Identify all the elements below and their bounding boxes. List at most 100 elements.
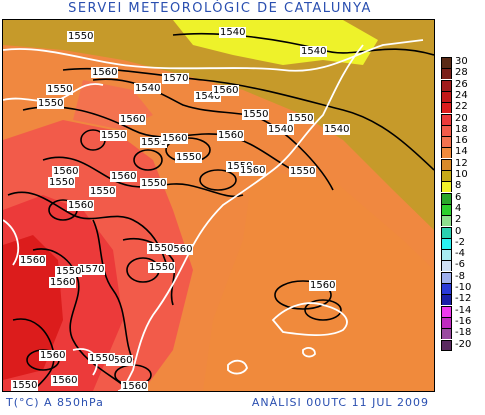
legend-label: -10	[455, 282, 472, 293]
legend-label: 28	[455, 67, 468, 79]
contour-label: 1550	[100, 130, 128, 141]
legend-label: -8	[455, 270, 465, 282]
contour-label: 1550	[37, 98, 65, 109]
legend-swatch	[441, 136, 452, 148]
contour-label: 1550	[140, 178, 168, 189]
legend-swatch	[441, 294, 452, 306]
contour-label: 1560	[106, 355, 134, 366]
contour-label: 1550	[147, 243, 175, 254]
legend-label: 8	[455, 180, 462, 192]
legend-label: 0	[455, 225, 462, 237]
contour-label: 1550	[148, 262, 176, 273]
contour-label: 1570	[78, 264, 106, 275]
legend-swatch	[441, 102, 452, 114]
contour-label: 1540	[300, 46, 328, 57]
contour-label: 1560	[119, 114, 147, 125]
contour-label: 1550	[55, 266, 83, 277]
legend-swatch	[441, 79, 452, 91]
legend-label: -2	[455, 236, 465, 248]
legend-swatch	[441, 124, 452, 136]
legend-swatch	[441, 260, 452, 272]
legend-swatch	[441, 316, 452, 328]
contour-label: 1550	[46, 84, 74, 95]
contour-label: 1560	[309, 280, 337, 291]
legend-swatch	[441, 203, 452, 215]
contour-label: 1560	[39, 350, 67, 361]
variable-label: T(°C) A 850hPa	[6, 396, 104, 409]
contour-label: 1540	[134, 83, 162, 94]
legend-label: 30	[455, 56, 468, 67]
contour-label: 1550	[48, 177, 76, 188]
contour-label: 1560	[51, 375, 79, 386]
contour-label: 1560	[121, 381, 149, 392]
contour-label: 1540	[267, 124, 295, 135]
legend-swatch	[441, 68, 452, 80]
legend-swatch	[441, 192, 452, 204]
band-22	[3, 235, 63, 380]
legend-swatch	[441, 113, 452, 125]
legend-swatch	[441, 90, 452, 102]
contour-label: 1550	[67, 31, 95, 42]
contour-label: 1540	[194, 91, 222, 102]
legend-label: 20	[455, 112, 468, 124]
map-title: SERVEI METEOROLÒGIC DE CATALUNYA	[68, 1, 372, 16]
legend-label: -16	[455, 315, 472, 327]
legend-swatch	[441, 226, 452, 238]
legend-swatch	[441, 57, 452, 68]
contour-label: 1560	[110, 171, 138, 182]
legend-label: -18	[455, 327, 472, 339]
legend-label: 2	[455, 214, 462, 226]
temperature-map: 1550 1540 1540 1560 1570 1550 1540 1540 …	[2, 19, 435, 392]
legend-label: 24	[455, 89, 468, 101]
legend-label: 22	[455, 101, 468, 113]
contour-label: 1560	[217, 130, 245, 141]
contour-label: 1560	[91, 67, 119, 78]
legend-label: -6	[455, 259, 465, 271]
legend-label: 26	[455, 78, 468, 90]
legend-swatch	[441, 249, 452, 261]
legend-swatch	[441, 271, 452, 283]
legend-swatch	[441, 237, 452, 249]
legend-swatch	[441, 170, 452, 181]
legend-swatch	[441, 283, 452, 294]
band-10	[3, 20, 434, 230]
contour-label: 1560	[212, 85, 240, 96]
legend-swatch	[441, 181, 452, 193]
legend-label: -14	[455, 304, 472, 316]
contour-label: 1550	[11, 380, 39, 391]
contour-label: 1550	[88, 353, 116, 364]
contour-label: 1540	[323, 124, 351, 135]
legend-swatch	[441, 328, 452, 340]
legend-label: 4	[455, 202, 462, 214]
legend-swatch	[441, 215, 452, 227]
analysis-time: ANÀLISI 00UTC 11 JUL 2009	[251, 396, 429, 409]
contour-label: 1560	[19, 255, 47, 266]
legend-label: -12	[455, 293, 472, 305]
legend-swatch	[441, 305, 452, 317]
contour-label: 1550	[175, 152, 203, 163]
contour-label: 1560	[161, 133, 189, 144]
contour-label: 1560	[49, 277, 77, 288]
contour-label: 1560	[67, 200, 95, 211]
legend-swatch	[441, 339, 452, 351]
contour-label: 1560	[52, 166, 80, 177]
legend-label: -4	[455, 248, 465, 260]
legend-swatch	[441, 147, 452, 159]
legend-label: 18	[455, 123, 468, 135]
legend-label: 6	[455, 191, 462, 203]
legend-label: 16	[455, 135, 468, 147]
contour-label: 1560	[239, 165, 267, 176]
contour-label: 1570	[162, 73, 190, 84]
legend-label: 10	[455, 169, 468, 180]
legend-label: -20	[455, 338, 472, 350]
map-canvas	[3, 20, 434, 391]
contour-label: 1550	[242, 109, 270, 120]
temperature-legend: 30 28 26 24 22 20 18 16 14 12 10 8 6 4 2 0 -2 -4 -6 -8 -10 -1…	[440, 57, 485, 357]
contour-label: 1550	[89, 186, 117, 197]
contour-label: 1540	[219, 27, 247, 38]
contour-label: 1550	[287, 113, 315, 124]
legend-label: 14	[455, 146, 468, 158]
contour-label: 1550	[140, 137, 168, 148]
legend-swatch	[441, 158, 452, 170]
contour-label: 1550	[289, 166, 317, 177]
